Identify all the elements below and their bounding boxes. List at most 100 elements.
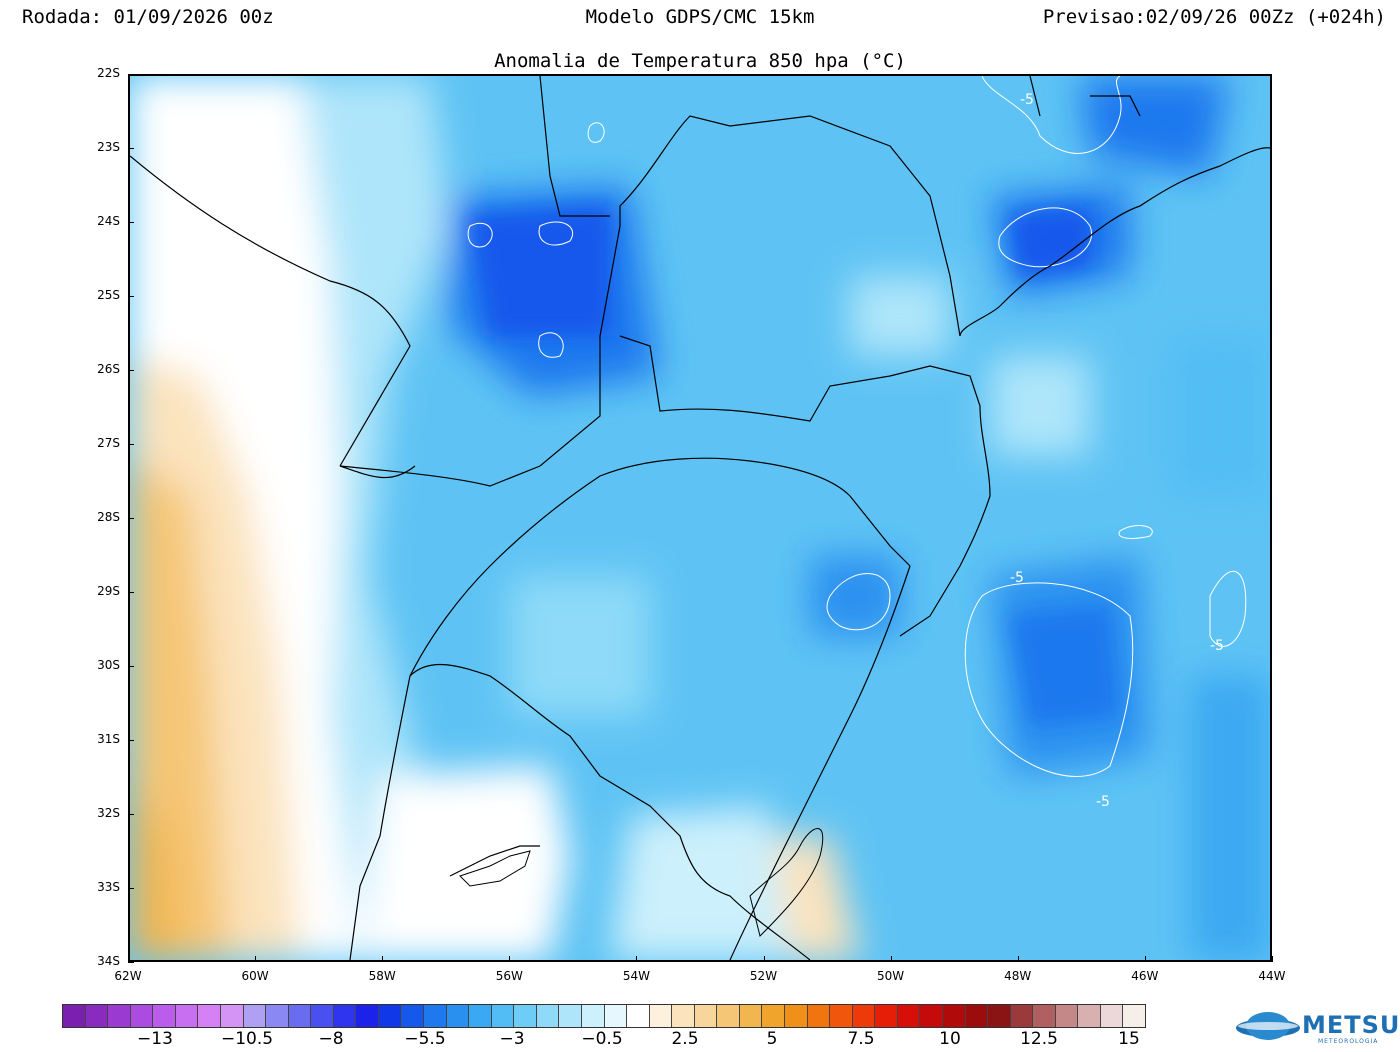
latitude-label: 30S — [97, 658, 120, 672]
colorbar-swatch — [198, 1005, 221, 1027]
longitude-label: 50W — [877, 969, 905, 983]
longitude-label: 62W — [114, 969, 142, 983]
colorbar-swatch — [988, 1005, 1011, 1027]
colorbar-swatch — [424, 1005, 447, 1027]
colorbar-label: 7.5 — [847, 1029, 875, 1049]
colorbar-swatch — [807, 1005, 831, 1027]
longitude-label: 52W — [749, 969, 778, 983]
colorbar-label: −8 — [318, 1029, 344, 1049]
colorbar — [62, 1004, 1146, 1028]
colorbar-swatch — [920, 1005, 943, 1027]
colorbar-swatch — [1100, 1005, 1124, 1027]
colorbar-swatch — [266, 1005, 289, 1027]
latitude-label: 31S — [97, 732, 120, 746]
longitude-tick — [763, 956, 765, 962]
colorbar-label: −0.5 — [581, 1029, 623, 1049]
colorbar-swatch — [311, 1005, 334, 1027]
run-label: Rodada: 01/09/2026 00z — [22, 6, 274, 28]
longitude-tick — [1017, 956, 1019, 962]
colorbar-label: −3 — [499, 1029, 525, 1049]
colorbar-swatch — [694, 1005, 718, 1027]
colorbar-swatch — [717, 1005, 740, 1027]
logo-text: METSUL — [1302, 1011, 1400, 1039]
latitude-tick — [128, 740, 134, 741]
longitude-tick — [255, 956, 257, 962]
temperature-anomaly-map — [130, 76, 1270, 960]
colorbar-swatch — [739, 1005, 763, 1027]
latitude-tick — [128, 666, 134, 667]
colorbar-swatch — [627, 1005, 650, 1027]
colorbar-swatch — [1033, 1005, 1056, 1027]
colorbar-swatch — [220, 1005, 244, 1027]
colorbar-swatch — [63, 1005, 86, 1027]
longitude-label: 54W — [622, 969, 650, 983]
colorbar-swatch — [672, 1005, 695, 1027]
longitude-label: 58W — [368, 969, 396, 983]
colorbar-swatch — [175, 1005, 199, 1027]
colorbar-swatch — [130, 1005, 154, 1027]
latitude-label: 25S — [97, 288, 120, 302]
latitude-tick — [128, 444, 134, 445]
latitude-tick — [128, 814, 134, 815]
forecast-label: Previsao:02/09/26 00Zz (+024h) — [1042, 6, 1386, 28]
colorbar-swatch — [604, 1005, 628, 1027]
longitude-label: 60W — [241, 969, 269, 983]
colorbar-swatch — [243, 1005, 267, 1027]
colorbar-swatch — [1123, 1005, 1145, 1027]
colorbar-swatch — [536, 1005, 560, 1027]
colorbar-label: 5 — [766, 1029, 778, 1049]
logo-subtitle: METEOROLOGIA — [1318, 1038, 1379, 1045]
latitude-tick — [128, 592, 134, 593]
longitude-tick — [1144, 956, 1146, 962]
colorbar-swatch — [1010, 1005, 1034, 1027]
colorbar-label: 2.5 — [671, 1029, 699, 1049]
latitude-label: 24S — [97, 214, 120, 228]
longitude-tick — [636, 956, 638, 962]
colorbar-label: −10.5 — [220, 1029, 274, 1049]
latitude-tick — [128, 888, 134, 889]
colorbar-swatch — [378, 1005, 402, 1027]
latitude-tick — [128, 222, 134, 223]
colorbar-label: 10 — [939, 1029, 961, 1049]
colorbar-swatch — [356, 1005, 379, 1027]
colorbar-swatch — [581, 1005, 605, 1027]
colorbar-swatch — [875, 1005, 898, 1027]
colorbar-swatch — [1055, 1005, 1079, 1027]
colorbar-swatch — [401, 1005, 424, 1027]
latitude-label: 28S — [97, 510, 120, 524]
colorbar-swatch — [288, 1005, 312, 1027]
metsul-logo — [1236, 1012, 1300, 1040]
colorbar-swatch — [965, 1005, 989, 1027]
colorbar-label: −13 — [137, 1029, 173, 1049]
colorbar-swatch — [514, 1005, 537, 1027]
latitude-label: 27S — [97, 436, 120, 450]
colorbar-label: 15 — [1118, 1029, 1140, 1049]
longitude-label: 48W — [1004, 969, 1032, 983]
colorbar-swatch — [852, 1005, 876, 1027]
contour-label: -5 — [1010, 570, 1024, 586]
latitude-tick — [128, 962, 134, 963]
contour-label: -5 — [1096, 794, 1110, 810]
latitude-label: 32S — [97, 806, 120, 820]
colorbar-swatch — [785, 1005, 808, 1027]
latitude-tick — [128, 148, 134, 149]
longitude-label: 44W — [1258, 969, 1286, 983]
colorbar-swatch — [649, 1005, 673, 1027]
latitude-tick — [128, 518, 134, 519]
colorbar-swatch — [85, 1005, 109, 1027]
colorbar-label: 12.5 — [1020, 1029, 1058, 1049]
colorbar-swatch — [762, 1005, 785, 1027]
colorbar-swatch — [830, 1005, 853, 1027]
latitude-tick — [128, 74, 134, 75]
latitude-label: 34S — [97, 954, 120, 968]
latitude-label: 29S — [97, 584, 120, 598]
longitude-tick — [382, 956, 384, 962]
contour-label: -5 — [1020, 92, 1034, 108]
longitude-label: 46W — [1131, 969, 1159, 983]
latitude-tick — [128, 296, 134, 297]
map-panel: -5 -5 -5 -5 — [128, 74, 1272, 962]
colorbar-swatch — [446, 1005, 470, 1027]
colorbar-swatch — [559, 1005, 582, 1027]
colorbar-swatch — [153, 1005, 176, 1027]
latitude-label: 26S — [97, 362, 120, 376]
